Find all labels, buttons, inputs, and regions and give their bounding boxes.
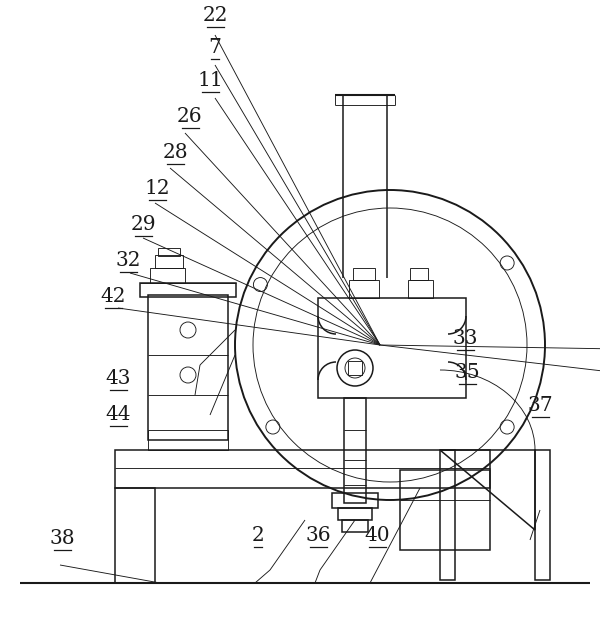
Bar bbox=[440, 450, 455, 580]
Text: 36: 36 bbox=[305, 526, 331, 545]
Bar bbox=[348, 361, 362, 375]
Text: 35: 35 bbox=[454, 363, 480, 382]
Text: 12: 12 bbox=[144, 179, 170, 198]
Text: 29: 29 bbox=[130, 215, 156, 234]
Text: 43: 43 bbox=[105, 369, 131, 388]
Bar bbox=[410, 268, 428, 280]
Text: 37: 37 bbox=[527, 396, 553, 415]
Text: 7: 7 bbox=[209, 38, 221, 57]
Text: 11: 11 bbox=[197, 71, 223, 90]
Text: 26: 26 bbox=[177, 107, 203, 126]
Text: 28: 28 bbox=[162, 143, 188, 162]
Bar bbox=[140, 283, 236, 297]
Text: 32: 32 bbox=[115, 251, 141, 270]
Bar bbox=[408, 280, 433, 298]
Bar bbox=[342, 520, 368, 532]
Bar bbox=[150, 268, 185, 283]
Bar bbox=[353, 268, 375, 280]
Bar bbox=[349, 280, 379, 298]
Text: 33: 33 bbox=[452, 329, 478, 348]
Bar bbox=[155, 255, 183, 268]
Text: 42: 42 bbox=[100, 287, 126, 306]
Text: 22: 22 bbox=[202, 6, 228, 25]
Bar bbox=[148, 430, 228, 450]
Text: 38: 38 bbox=[49, 529, 75, 548]
Bar bbox=[318, 298, 466, 398]
Bar bbox=[535, 450, 550, 580]
Bar bbox=[148, 295, 228, 440]
Bar bbox=[115, 488, 155, 583]
Text: 40: 40 bbox=[364, 526, 390, 545]
Bar bbox=[338, 508, 372, 520]
Bar bbox=[400, 470, 490, 550]
Text: 44: 44 bbox=[105, 405, 131, 424]
Bar bbox=[158, 248, 180, 256]
Bar bbox=[115, 450, 490, 488]
Text: 2: 2 bbox=[251, 526, 265, 545]
Bar bbox=[332, 493, 378, 508]
Bar bbox=[344, 398, 366, 503]
